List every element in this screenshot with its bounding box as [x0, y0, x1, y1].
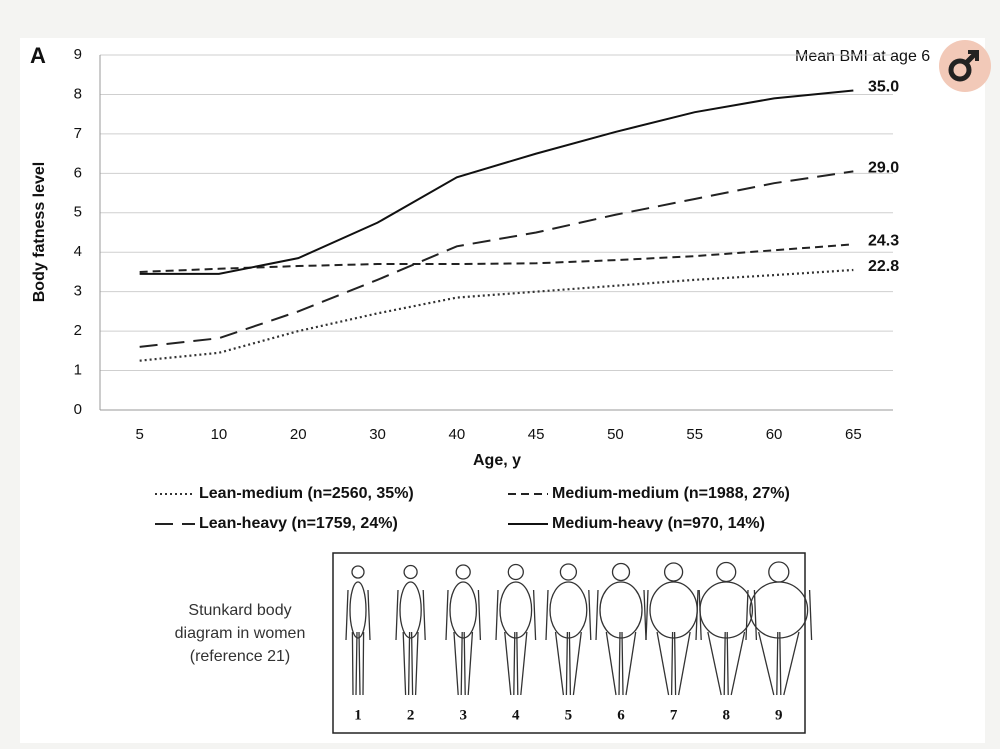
figure-arm: [745, 589, 749, 641]
x-tick-label: 65: [845, 426, 862, 443]
figure-arm: [753, 589, 758, 641]
figure-head: [455, 564, 471, 580]
series-line: [139, 243, 854, 273]
figure-arm: [808, 589, 813, 641]
figure-torso: [549, 581, 588, 639]
x-tick-label: 45: [528, 426, 545, 443]
series-line: [139, 89, 854, 275]
y-tick-label: 0: [74, 401, 82, 418]
figure-arm: [532, 589, 537, 641]
x-axis-label: Age, y: [473, 452, 521, 469]
x-tick-label: 30: [369, 426, 386, 443]
series-line: [139, 170, 854, 348]
legend-label: Medium-medium (n=1988, 27%): [552, 485, 790, 502]
y-tick-label: 4: [74, 243, 82, 260]
figure-arm: [645, 589, 649, 641]
x-tick-label: 20: [290, 426, 307, 443]
figure-label: 6: [617, 707, 625, 723]
figure-leg: [453, 631, 474, 696]
figure-label: 3: [459, 707, 467, 723]
figure-arm: [395, 589, 399, 641]
x-tick-label: 5: [135, 426, 143, 443]
figure-leg: [351, 631, 365, 696]
figure-arm: [695, 589, 699, 641]
end-label: 35.0: [868, 79, 899, 96]
diagram-caption: Stunkard body: [188, 602, 291, 619]
figure-leg: [402, 631, 419, 696]
y-tick-label: 2: [74, 322, 82, 339]
figure-arm: [367, 589, 371, 641]
figure-leg: [656, 631, 691, 696]
legend-label: Lean-heavy (n=1759, 24%): [199, 515, 398, 532]
x-tick-label: 50: [607, 426, 624, 443]
legend-label: Medium-heavy (n=970, 14%): [552, 515, 765, 532]
y-tick-label: 3: [74, 283, 82, 300]
diagram-caption: (reference 21): [190, 648, 291, 665]
diagram-caption: diagram in women: [175, 625, 306, 642]
figure-arm: [588, 589, 592, 641]
y-axis-label: Body fatness level: [31, 162, 48, 303]
x-tick-label: 60: [766, 426, 783, 443]
y-tick-label: 5: [74, 204, 82, 221]
y-tick-label: 6: [74, 164, 82, 181]
end-label: 29.0: [868, 160, 899, 177]
panel-label: A: [30, 43, 46, 68]
figure-label: 5: [565, 707, 573, 723]
figure-head: [611, 562, 631, 582]
figure-leg: [554, 631, 582, 696]
legend-label: Lean-medium (n=2560, 35%): [199, 485, 414, 502]
figure-torso: [599, 581, 643, 639]
figure-arm: [422, 589, 426, 641]
figure-arm: [345, 589, 349, 641]
figure-leg: [504, 631, 528, 696]
end-label: 22.8: [868, 258, 899, 275]
figure-label: 1: [354, 707, 362, 723]
figure-label: 7: [670, 707, 678, 723]
figure-label: 2: [407, 707, 415, 723]
figure-head: [351, 565, 365, 579]
figure-head: [663, 562, 684, 582]
x-tick-label: 40: [449, 426, 466, 443]
figure-arm: [595, 589, 599, 641]
figure-head: [559, 563, 578, 581]
figure-arm: [545, 589, 549, 641]
y-tick-label: 8: [74, 85, 82, 102]
icon: [939, 40, 991, 92]
figure-head: [403, 564, 418, 580]
y-tick-label: 1: [74, 362, 82, 379]
y-tick-label: 7: [74, 125, 82, 142]
figure-torso: [349, 581, 367, 639]
x-tick-label: 10: [211, 426, 228, 443]
figure-label: 9: [775, 707, 783, 723]
figure-torso: [699, 581, 754, 639]
figure-torso: [449, 581, 478, 639]
figure-arm: [643, 589, 647, 641]
body-figures: [345, 561, 813, 696]
figure-arm: [445, 589, 449, 641]
figure-arm: [477, 589, 482, 641]
series-line: [139, 268, 854, 362]
x-tick-label: 55: [686, 426, 703, 443]
figure-leg: [758, 631, 800, 696]
end-label: 24.3: [868, 233, 899, 250]
annotation: Mean BMI at age 6: [795, 48, 930, 65]
figure-label: 8: [722, 707, 730, 723]
figure-head: [507, 563, 524, 581]
figure-arm: [495, 589, 499, 641]
y-tick-label: 9: [74, 46, 82, 63]
figure-leg: [707, 631, 746, 696]
figure-leg: [605, 631, 637, 696]
figure-torso: [499, 581, 533, 639]
figure-torso: [399, 581, 422, 639]
figure-torso: [749, 581, 809, 639]
figure-label: 4: [512, 707, 520, 723]
